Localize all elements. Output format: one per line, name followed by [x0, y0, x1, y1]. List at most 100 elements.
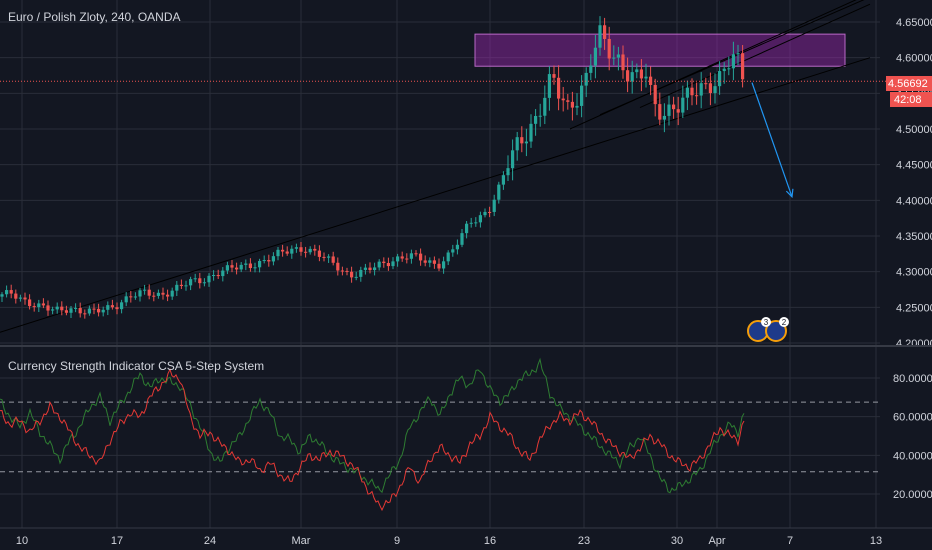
candle-body	[428, 260, 432, 263]
candle-body	[685, 87, 689, 98]
candle-body	[97, 308, 101, 313]
candle-body	[207, 275, 211, 283]
time-tick-label: 30	[671, 535, 683, 547]
candle-body	[391, 261, 395, 267]
candle-body	[515, 137, 519, 151]
candle-body	[396, 256, 400, 262]
candle-body	[267, 260, 271, 262]
candle-body	[616, 54, 620, 58]
indicator-tick-label: 20.00000	[893, 489, 932, 501]
time-tick-label: 16	[484, 535, 496, 547]
candle-body	[442, 261, 446, 269]
candle-body	[681, 97, 685, 113]
candle-body	[593, 47, 597, 66]
candle-body	[317, 250, 321, 257]
candle-body	[676, 109, 680, 113]
candle-body	[432, 260, 436, 264]
candle-body	[363, 267, 367, 270]
candle-body	[400, 256, 404, 259]
candle-body	[322, 256, 326, 258]
candle-body	[124, 296, 128, 303]
candle-body	[46, 305, 50, 311]
candle-body	[423, 260, 427, 263]
indicator-axis[interactable]: 20.00000 40.00000 60.00000 80.00000	[893, 373, 932, 501]
candle-body	[639, 69, 643, 79]
time-axis[interactable]: 10 17 24 Mar 9 16 23 30 Apr 7 13	[0, 527, 932, 547]
candle-body	[695, 95, 699, 97]
candle-body	[649, 76, 653, 85]
resistance-zone[interactable]	[474, 33, 846, 67]
candle-body	[32, 306, 36, 308]
candle-body	[262, 260, 266, 262]
candle-body	[538, 115, 542, 117]
time-tick-label: 13	[870, 535, 882, 547]
candle-body	[713, 86, 717, 94]
candle-body	[239, 264, 243, 270]
candle-body	[451, 249, 455, 253]
event-count-b: 2	[782, 318, 787, 327]
candle-body	[331, 256, 335, 263]
indicator-tick-label: 80.00000	[893, 373, 932, 385]
candle-body	[83, 313, 87, 315]
candle-body	[741, 53, 745, 80]
candle-body	[184, 285, 188, 287]
candle-body	[60, 306, 64, 311]
candle-body	[690, 87, 694, 96]
time-tick-label: 7	[787, 535, 793, 547]
price-tick-label: 4.35000	[896, 231, 932, 243]
candle-body	[350, 271, 354, 278]
candle-body	[51, 309, 55, 311]
candle-body	[294, 247, 298, 249]
price-tag-bg	[886, 76, 932, 91]
candle-body	[110, 305, 114, 308]
event-count-b-bg	[779, 317, 789, 327]
candle-body	[658, 104, 662, 120]
candle-body	[607, 38, 611, 59]
projection-arrow[interactable]	[751, 82, 794, 199]
candle-body	[161, 292, 165, 295]
event-count-a-bg	[761, 317, 771, 327]
candle-body	[419, 253, 423, 261]
candle-body	[630, 72, 634, 82]
indicator-title: Currency Strength Indicator CSA 5-Step S…	[8, 359, 264, 373]
candle-body	[386, 263, 390, 267]
candle-body	[216, 274, 220, 277]
indicator-tick-label: 60.00000	[893, 412, 932, 424]
candle-body	[166, 294, 170, 297]
candle-body	[557, 77, 561, 99]
candle-body	[699, 83, 703, 96]
candle-body	[308, 248, 312, 253]
candle-body	[9, 290, 13, 294]
candle-body	[23, 297, 27, 300]
candle-body	[101, 309, 105, 313]
candle-body	[465, 223, 469, 234]
candle-body	[230, 265, 234, 268]
time-tick-label: Mar	[292, 535, 311, 547]
time-tick-label: 9	[394, 535, 400, 547]
candle-body	[718, 71, 722, 87]
candle-body	[580, 85, 584, 106]
resistance-zone-rect[interactable]	[474, 33, 846, 67]
candle-body	[506, 168, 510, 176]
price-tick-label: 4.50000	[896, 124, 932, 136]
candle-body	[138, 290, 142, 297]
candle-body	[708, 83, 712, 94]
candle-body	[152, 295, 156, 297]
candle-body	[87, 308, 91, 314]
candle-body	[147, 289, 151, 296]
arrow-shaft[interactable]	[751, 82, 793, 197]
candle-body	[736, 53, 740, 55]
candle-body	[644, 76, 648, 79]
arrow-head[interactable]	[785, 188, 794, 199]
strength-series-red	[0, 368, 745, 512]
candle-body	[570, 101, 574, 108]
candle-body	[483, 211, 487, 216]
candle-body	[175, 284, 179, 291]
candlesticks	[0, 16, 745, 319]
time-tick-label: 24	[204, 535, 216, 547]
channel-line-3[interactable]	[639, 3, 871, 109]
candle-body	[55, 306, 59, 310]
candle-body	[271, 256, 275, 262]
